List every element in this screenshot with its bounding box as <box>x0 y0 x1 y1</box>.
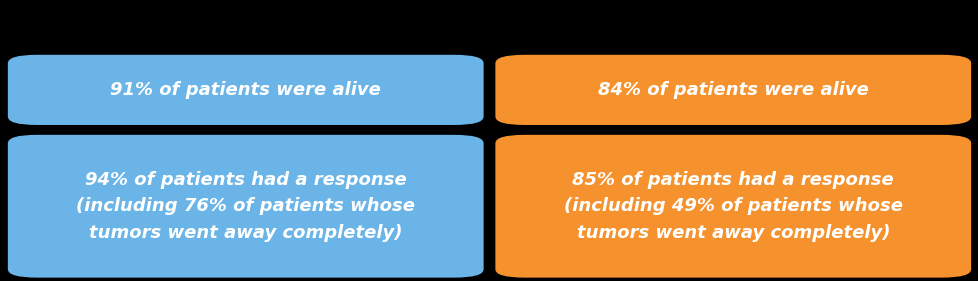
Text: 91% of patients were alive: 91% of patients were alive <box>111 81 380 99</box>
FancyBboxPatch shape <box>8 55 483 125</box>
Text: 84% of patients were alive: 84% of patients were alive <box>598 81 867 99</box>
Text: 94% of patients had a response
(including 76% of patients whose
tumors went away: 94% of patients had a response (includin… <box>76 171 415 242</box>
FancyBboxPatch shape <box>495 135 970 278</box>
FancyBboxPatch shape <box>495 55 970 125</box>
Text: 85% of patients had a response
(including 49% of patients whose
tumors went away: 85% of patients had a response (includin… <box>563 171 902 242</box>
FancyBboxPatch shape <box>8 135 483 278</box>
